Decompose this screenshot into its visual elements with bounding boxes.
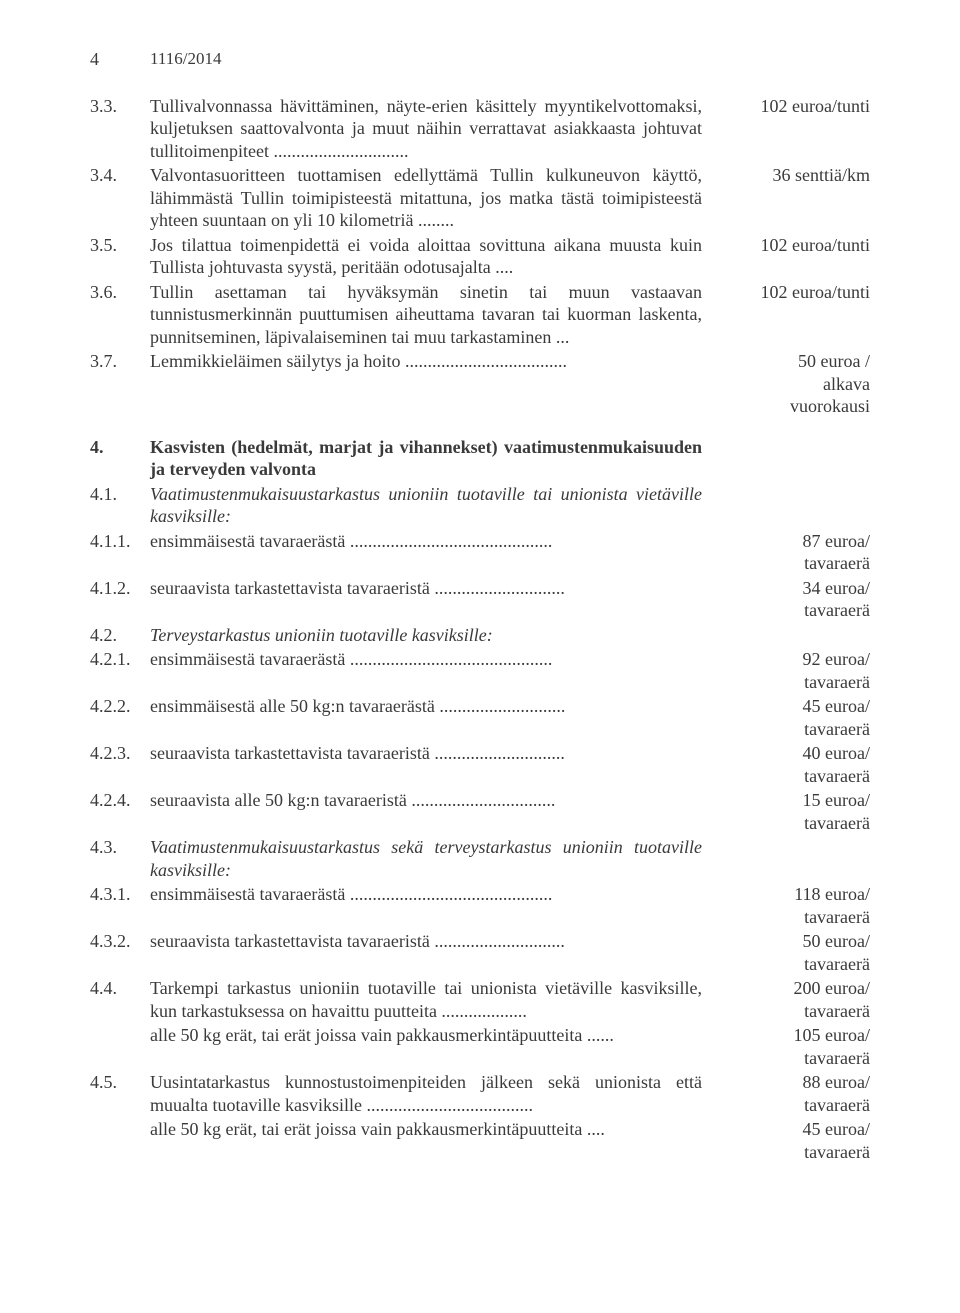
row-number: 4.2.1. — [90, 648, 150, 693]
row: 4.2.3.seuraavista tarkastettavista tavar… — [90, 742, 870, 787]
row-number: 4.4. — [90, 977, 150, 1022]
row-number: 4.3.1. — [90, 883, 150, 928]
row-price: 87 euroa/tavaraerä — [720, 530, 870, 575]
row-number: 4.5. — [90, 1071, 150, 1116]
row-price: 34 euroa/tavaraerä — [720, 577, 870, 622]
row-text: Uusintatarkastus kunnostustoimenpiteiden… — [150, 1071, 720, 1116]
row-price — [720, 436, 870, 481]
row-number: 4.2.3. — [90, 742, 150, 787]
row-text: Terveystarkastus unioniin tuotaville kas… — [150, 624, 720, 647]
row-text: seuraavista tarkastettavista tavaraerist… — [150, 930, 720, 975]
page-number: 4 — [90, 48, 150, 71]
row-number: 4.1.2. — [90, 577, 150, 622]
row: 4.1.Vaatimustenmukaisuustarkastus unioni… — [90, 483, 870, 528]
row-text: Lemmikkieläimen säilytys ja hoito ......… — [150, 350, 720, 418]
page-header: 4 1116/2014 — [90, 48, 870, 71]
row: 4.4.Tarkempi tarkastus unioniin tuotavil… — [90, 977, 870, 1022]
row-price: 40 euroa/tavaraerä — [720, 742, 870, 787]
row: 3.7.Lemmikkieläimen säilytys ja hoito ..… — [90, 350, 870, 418]
row-price: 102 euroa/tunti — [720, 234, 870, 279]
row-price: 36 senttiä/km — [720, 164, 870, 232]
row: 3.3.Tullivalvonnassa hävittäminen, näyte… — [90, 95, 870, 163]
row-price: 105 euroa/tavaraerä — [720, 1024, 870, 1069]
row-text: Vaatimustenmukaisuustarkastus sekä terve… — [150, 836, 720, 881]
row: 4.2.2.ensimmäisestä alle 50 kg:n tavarae… — [90, 695, 870, 740]
row-number: 4.1.1. — [90, 530, 150, 575]
row-price: 45 euroa/tavaraerä — [720, 1118, 870, 1163]
row: 4.2.1.ensimmäisestä tavaraerästä .......… — [90, 648, 870, 693]
row-number — [90, 1118, 150, 1163]
row: 3.5.Jos tilattua toimenpidettä ei voida … — [90, 234, 870, 279]
row-price: 92 euroa/tavaraerä — [720, 648, 870, 693]
row-price — [720, 483, 870, 528]
row: 4.Kasvisten (hedelmät, marjat ja vihanne… — [90, 436, 870, 481]
page: 4 1116/2014 3.3.Tullivalvonnassa hävittä… — [0, 0, 960, 1205]
row-number: 3.5. — [90, 234, 150, 279]
row: 4.1.2.seuraavista tarkastettavista tavar… — [90, 577, 870, 622]
row-text: Tarkempi tarkastus unioniin tuotaville t… — [150, 977, 720, 1022]
row-price: 45 euroa/tavaraerä — [720, 695, 870, 740]
row: 3.6.Tullin asettaman tai hyväksymän sine… — [90, 281, 870, 349]
row-price: 118 euroa/tavaraerä — [720, 883, 870, 928]
row: 4.2.4. seuraavista alle 50 kg:n tavaraer… — [90, 789, 870, 834]
row: 4.3.2.seuraavista tarkastettavista tavar… — [90, 930, 870, 975]
row: 4.3.1.ensimmäisestä tavaraerästä .......… — [90, 883, 870, 928]
row-text: seuraavista tarkastettavista tavaraerist… — [150, 742, 720, 787]
row-text: seuraavista tarkastettavista tavaraerist… — [150, 577, 720, 622]
row-text: ensimmäisestä alle 50 kg:n tavaraerästä … — [150, 695, 720, 740]
row-number: 4.2. — [90, 624, 150, 647]
row-price: 102 euroa/tunti — [720, 281, 870, 349]
row-price: 88 euroa/tavaraerä — [720, 1071, 870, 1116]
row-text: ensimmäisestä tavaraerästä .............… — [150, 648, 720, 693]
row-number: 3.6. — [90, 281, 150, 349]
row-number: 4.3. — [90, 836, 150, 881]
row-price: 200 euroa/tavaraerä — [720, 977, 870, 1022]
row: alle 50 kg erät, tai erät joissa vain pa… — [90, 1024, 870, 1069]
row-number: 4. — [90, 436, 150, 481]
row-number: 4.2.4. — [90, 789, 150, 834]
row-text: ensimmäisestä tavaraerästä .............… — [150, 883, 720, 928]
row-text: Tullin asettaman tai hyväksymän sinetin … — [150, 281, 720, 349]
row-price: 102 euroa/tunti — [720, 95, 870, 163]
row-text: alle 50 kg erät, tai erät joissa vain pa… — [150, 1024, 720, 1069]
row-price: 15 euroa/tavaraerä — [720, 789, 870, 834]
row-text: Valvontasuoritteen tuottamisen edellyttä… — [150, 164, 720, 232]
row-text: Jos tilattua toimenpidettä ei voida aloi… — [150, 234, 720, 279]
row-text: seuraavista alle 50 kg:n tavaraeristä ..… — [150, 789, 720, 834]
row-text: Tullivalvonnassa hävittäminen, näyte-eri… — [150, 95, 720, 163]
row-number: 3.3. — [90, 95, 150, 163]
row-text: Vaatimustenmukaisuustarkastus unioniin t… — [150, 483, 720, 528]
row: 4.2.Terveystarkastus unioniin tuotaville… — [90, 624, 870, 647]
row-text: alle 50 kg erät, tai erät joissa vain pa… — [150, 1118, 720, 1163]
row-number: 4.2.2. — [90, 695, 150, 740]
row: 4.3.Vaatimustenmukaisuustarkastus sekä t… — [90, 836, 870, 881]
row-price — [720, 624, 870, 647]
row-number: 4.3.2. — [90, 930, 150, 975]
row: alle 50 kg erät, tai erät joissa vain pa… — [90, 1118, 870, 1163]
row: 4.5.Uusintatarkastus kunnostustoimenpite… — [90, 1071, 870, 1116]
row-price: 50 euroa /alkavavuorokausi — [720, 350, 870, 418]
row-number — [90, 1024, 150, 1069]
row-number: 3.7. — [90, 350, 150, 418]
row-number: 3.4. — [90, 164, 150, 232]
regulation-number: 1116/2014 — [150, 48, 221, 71]
row: 4.1.1.ensimmäisestä tavaraerästä .......… — [90, 530, 870, 575]
row-text: ensimmäisestä tavaraerästä .............… — [150, 530, 720, 575]
row-price — [720, 836, 870, 881]
row-number: 4.1. — [90, 483, 150, 528]
content-rows: 3.3.Tullivalvonnassa hävittäminen, näyte… — [90, 95, 870, 1164]
row-price: 50 euroa/tavaraerä — [720, 930, 870, 975]
row-text: Kasvisten (hedelmät, marjat ja vihanneks… — [150, 436, 720, 481]
row: 3.4.Valvontasuoritteen tuottamisen edell… — [90, 164, 870, 232]
